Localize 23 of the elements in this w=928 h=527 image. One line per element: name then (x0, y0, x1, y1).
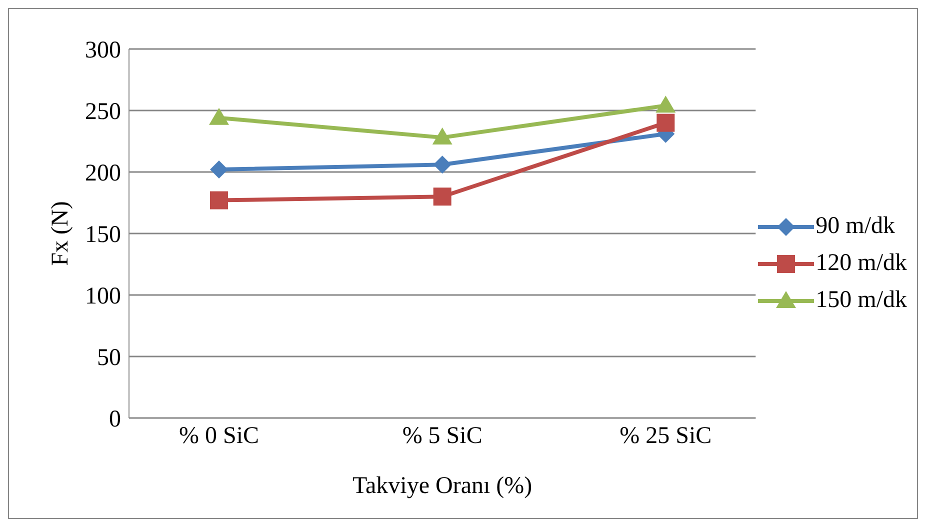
y-tick-label: 250 (85, 99, 121, 126)
point (209, 108, 229, 125)
x-tick-label: % 5 SiC (402, 423, 482, 450)
point (210, 191, 228, 210)
point (656, 96, 676, 113)
x-tick-label: % 25 SiC (620, 423, 712, 450)
y-tick-label: 100 (85, 284, 121, 310)
point (210, 160, 228, 179)
legend-label: 120 m/dk (816, 250, 907, 277)
y-tick-label: 50 (97, 345, 121, 372)
y-tick-label: 0 (109, 406, 121, 433)
y-axis-title: Fx (N) (48, 201, 74, 266)
point (656, 114, 675, 132)
y-tick-label: 150 (85, 222, 121, 248)
point (433, 188, 452, 206)
y-tick-label: 200 (85, 160, 121, 187)
point (432, 128, 452, 145)
x-tick-label: % 0 SiC (178, 423, 260, 450)
point (433, 156, 452, 174)
legend-label: 90 m/dk (816, 213, 895, 240)
legend-label: 150 m/dk (816, 287, 907, 314)
y-tick-label: 300 (85, 38, 121, 64)
x-axis-title: Takviye Oranı (%) (352, 473, 532, 499)
